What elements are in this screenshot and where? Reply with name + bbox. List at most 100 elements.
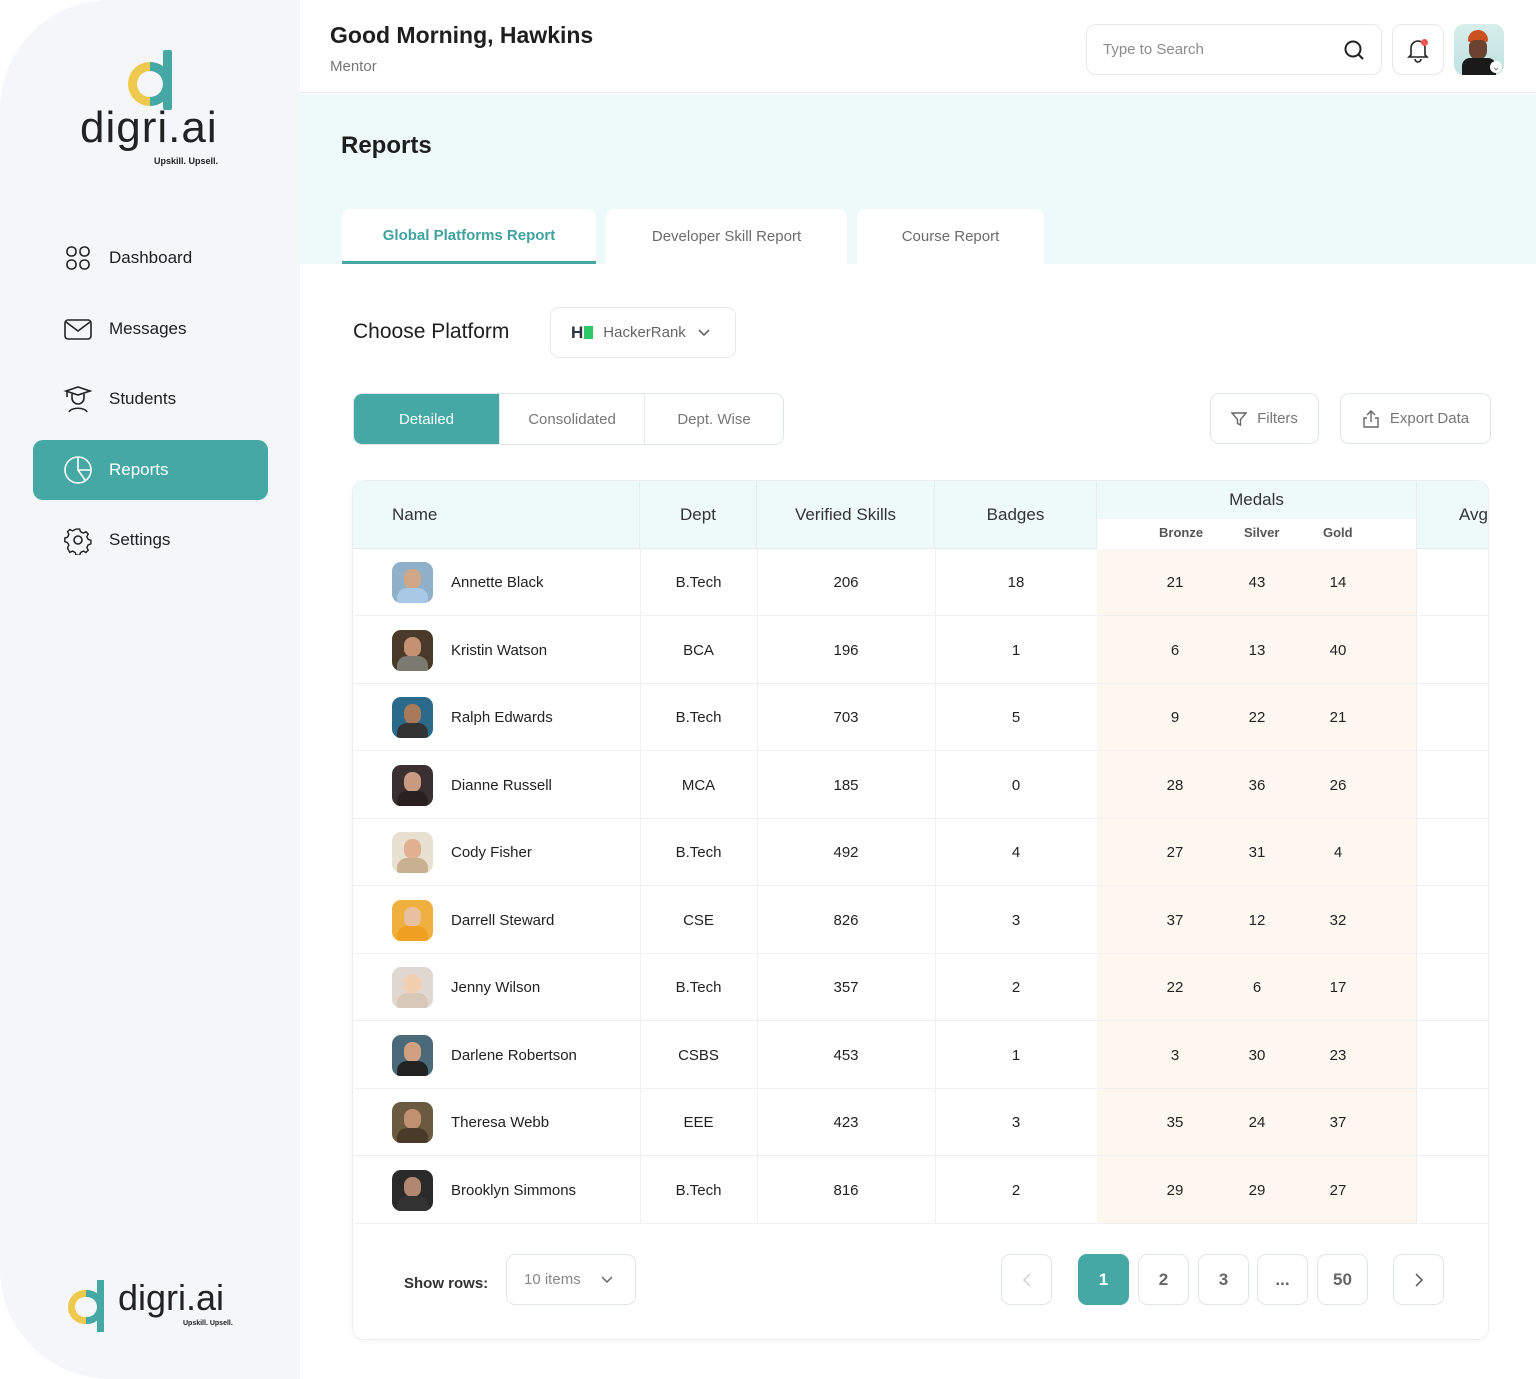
report-table: Name Dept Verified Skills Badges Medals …: [352, 480, 1489, 1340]
medals-column-bg: [1097, 549, 1417, 1224]
bronze-cell: 28: [1166, 776, 1184, 794]
page-3-button[interactable]: 3: [1198, 1254, 1249, 1305]
brand-name: digri.ai: [118, 1277, 225, 1318]
sidebar-item-settings[interactable]: Settings: [33, 510, 268, 570]
filter-icon: [1231, 411, 1248, 426]
gold-cell: 40: [1329, 641, 1347, 659]
table-row[interactable]: Annette Black B.Tech 206 18 21 43 14: [353, 549, 1488, 616]
col-dept[interactable]: Dept: [640, 481, 757, 549]
search-box: [1086, 24, 1382, 75]
user-avatar-menu[interactable]: ⌄: [1454, 24, 1504, 75]
gold-cell: 37: [1329, 1114, 1347, 1131]
name-cell: Kristin Watson: [353, 617, 640, 684]
prev-page-button[interactable]: [1001, 1254, 1052, 1305]
name-cell: Brooklyn Simmons: [353, 1157, 640, 1224]
view-dept-wise[interactable]: Dept. Wise: [677, 410, 751, 428]
user-role: Mentor: [330, 58, 377, 75]
gold-cell: 23: [1329, 1046, 1347, 1064]
table-row[interactable]: Theresa Webb EEE 423 3 35 24 37: [353, 1089, 1488, 1156]
silver-cell: 12: [1248, 911, 1266, 929]
student-name[interactable]: Jenny Wilson: [451, 979, 541, 996]
bronze-cell: 21: [1166, 574, 1184, 591]
col-bronze[interactable]: Bronze: [1159, 525, 1204, 540]
page-50-button[interactable]: 50: [1317, 1254, 1368, 1305]
table-row[interactable]: Kristin Watson BCA 196 1 6 13 40: [353, 617, 1488, 684]
grid-icon: [66, 246, 90, 270]
badges-cell: 1: [1011, 641, 1021, 659]
silver-cell: 30: [1248, 1046, 1266, 1064]
student-name[interactable]: Darlene Robertson: [451, 1046, 577, 1064]
tab-developer-skill-report[interactable]: Developer Skill Report: [606, 209, 847, 264]
table-row[interactable]: Brooklyn Simmons B.Tech 816 2 29 29 27: [353, 1157, 1488, 1224]
search-icon[interactable]: [1343, 39, 1365, 61]
col-silver[interactable]: Silver: [1244, 525, 1280, 540]
brand-name: digri.ai: [80, 103, 218, 152]
silver-cell: 13: [1248, 641, 1266, 659]
next-page-button[interactable]: [1393, 1254, 1444, 1305]
footer-brand-logo: digri.ai Upskill. Upsell.: [68, 1277, 233, 1332]
tab-course-report[interactable]: Course Report: [857, 209, 1044, 264]
page-ellipsis[interactable]: ...: [1257, 1254, 1308, 1305]
notification-dot: [1421, 39, 1428, 46]
name-cell: Theresa Webb: [353, 1089, 640, 1156]
choose-platform-label: Choose Platform: [353, 320, 510, 343]
student-name[interactable]: Kristin Watson: [451, 641, 548, 659]
name-cell: Cody Fisher: [353, 819, 640, 886]
sidebar-item-label: Dashboard: [109, 248, 193, 267]
export-label: Export Data: [1389, 410, 1470, 427]
sidebar-item-dashboard[interactable]: Dashboard: [33, 228, 268, 288]
table-row[interactable]: Darlene Robertson CSBS 453 1 3 30 23: [353, 1022, 1488, 1089]
tab-global-platforms-report[interactable]: Global Platforms Report: [342, 209, 596, 264]
student-avatar: [392, 629, 433, 671]
sidebar-item-messages[interactable]: Messages: [33, 299, 268, 359]
table-row[interactable]: Ralph Edwards B.Tech 703 5 9 22 21: [353, 684, 1488, 751]
brand-logo[interactable]: digri.ai Upskill. Upsell.: [80, 50, 230, 166]
gold-cell: 17: [1329, 979, 1347, 996]
export-data-button[interactable]: Export Data: [1340, 393, 1491, 444]
col-name[interactable]: Name: [353, 481, 640, 549]
export-icon: [1363, 409, 1379, 428]
verified-skills-cell: 357: [833, 979, 859, 996]
col-gold[interactable]: Gold: [1323, 525, 1353, 540]
search-input[interactable]: [1103, 41, 1323, 58]
gold-cell: 4: [1333, 844, 1343, 861]
sidebar-item-students[interactable]: Students: [33, 369, 268, 429]
sidebar-item-label: Students: [109, 389, 177, 408]
filters-button[interactable]: Filters: [1210, 393, 1319, 444]
student-name[interactable]: Darrell Steward: [451, 911, 555, 929]
name-cell: Dianne Russell: [353, 752, 640, 819]
view-consolidated[interactable]: Consolidated: [500, 394, 645, 444]
student-name[interactable]: Cody Fisher: [451, 844, 532, 861]
page-2-button[interactable]: 2: [1138, 1254, 1189, 1305]
view-detailed[interactable]: Detailed: [354, 394, 500, 444]
table-row[interactable]: Cody Fisher B.Tech 492 4 27 31 4: [353, 819, 1488, 886]
logo-mark-icon: [128, 50, 174, 110]
student-avatar: [392, 1102, 433, 1143]
table-row[interactable]: Dianne Russell MCA 185 0 28 36 26: [353, 752, 1488, 819]
pie-chart-icon: [64, 455, 92, 484]
col-badges[interactable]: Badges: [935, 481, 1097, 549]
dept-cell: B.Tech: [675, 1181, 722, 1199]
table-row[interactable]: Jenny Wilson B.Tech 357 2 22 6 17: [353, 954, 1488, 1021]
student-avatar: [392, 899, 433, 941]
name-cell: Annette Black: [353, 549, 640, 616]
rows-per-page-select[interactable]: 10 items: [506, 1254, 636, 1305]
bronze-cell: 37: [1166, 911, 1184, 929]
page-1-button[interactable]: 1: [1078, 1254, 1129, 1305]
notifications-button[interactable]: [1392, 24, 1444, 75]
bronze-cell: 6: [1170, 641, 1180, 659]
student-name[interactable]: Ralph Edwards: [451, 709, 553, 726]
dept-cell: CSBS: [678, 1046, 719, 1064]
sidebar-item-reports[interactable]: Reports: [33, 439, 268, 500]
reports-header: Reports Global Platforms Report Develope…: [300, 94, 1536, 264]
student-name[interactable]: Brooklyn Simmons: [451, 1181, 577, 1199]
student-name[interactable]: Theresa Webb: [451, 1114, 550, 1131]
table-row[interactable]: Darrell Steward CSE 826 3 37 12 32: [353, 887, 1488, 954]
col-verified-skills[interactable]: Verified Skills: [757, 481, 935, 549]
chevron-left-icon: [1022, 1272, 1031, 1287]
student-name[interactable]: Annette Black: [451, 574, 544, 591]
student-name[interactable]: Dianne Russell: [451, 776, 552, 794]
platform-dropdown[interactable]: H HackerRank: [550, 307, 736, 358]
col-avg[interactable]: Avg: [1459, 505, 1488, 524]
logo-mark-icon: [68, 1280, 104, 1332]
